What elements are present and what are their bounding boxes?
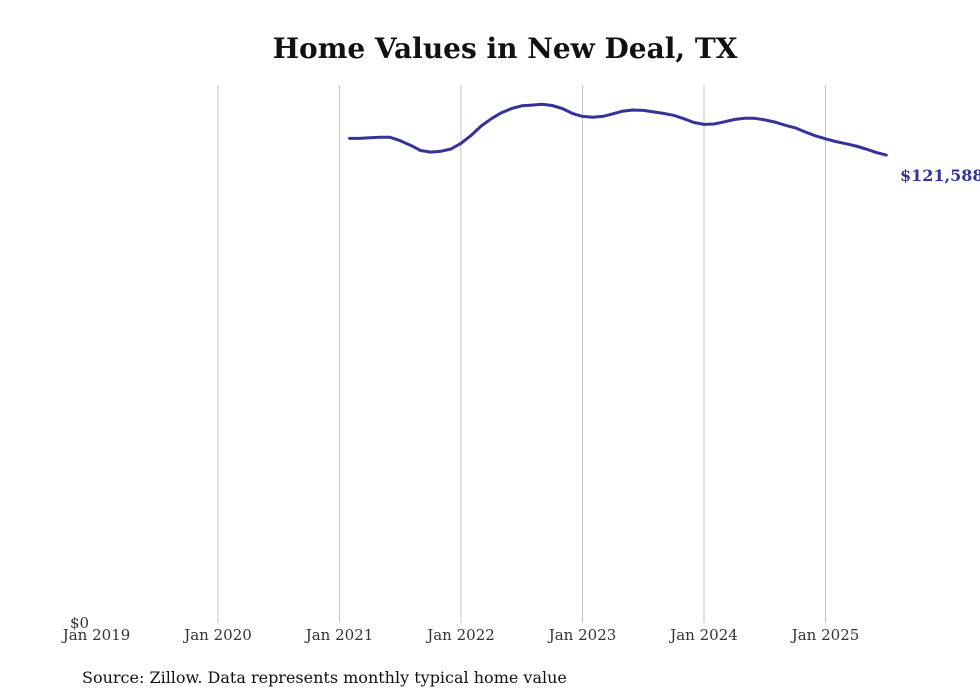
x-tick-label: Jan 2019 — [61, 626, 131, 644]
source-note: Source: Zillow. Data represents monthly … — [82, 668, 567, 687]
chart-title: Home Values in New Deal, TX — [272, 32, 738, 65]
x-tick-label: Jan 2024 — [668, 626, 738, 644]
end-value-label: $121,588 — [900, 166, 980, 185]
y-tick-label-0: $0 — [70, 614, 90, 632]
x-axis-ticks: Jan 2019 Jan 2020 Jan 2021 Jan 2022 Jan 2023… — [61, 626, 860, 644]
x-tick-label: Jan 2023 — [547, 626, 617, 644]
x-tick-label: Jan 2025 — [790, 626, 860, 644]
series-line-group — [348, 102, 888, 157]
x-tick-label: Jan 2022 — [425, 626, 495, 644]
series-line — [348, 102, 888, 157]
x-tick-label: Jan 2021 — [304, 626, 374, 644]
gridlines — [217, 85, 826, 623]
x-tick-label: Jan 2020 — [182, 626, 252, 644]
